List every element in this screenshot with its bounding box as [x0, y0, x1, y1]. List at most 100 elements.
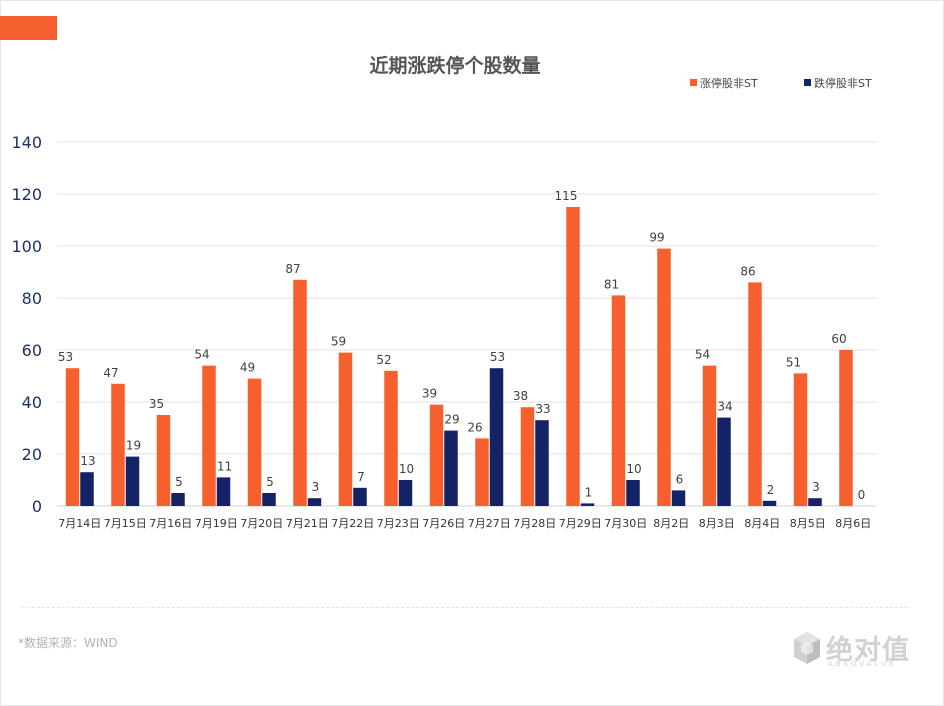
bar-limit-down-0: [80, 472, 94, 506]
bar-limit-up-13: [657, 248, 671, 506]
y-tick-label: 140: [11, 133, 42, 152]
data-source: *数据来源：WIND: [18, 636, 118, 650]
bar-limit-down-8: [444, 430, 458, 506]
data-label: 53: [490, 350, 505, 364]
bar-limit-down-15: [762, 500, 777, 506]
cube-logo-icon: [794, 632, 820, 664]
bar-limit-down-6: [353, 487, 367, 506]
bar-limit-down-4: [262, 493, 276, 506]
data-label: 54: [194, 348, 209, 362]
bar-limit-up-14: [702, 365, 717, 506]
bar-limit-up-3: [202, 365, 216, 506]
bar-limit-up-8: [429, 404, 444, 506]
brand-logo: 绝对值 ABSOVALUE: [792, 628, 912, 672]
x-tick-label: 7月22日: [331, 517, 374, 530]
data-label: 115: [555, 189, 578, 203]
bar-limit-up-10: [520, 407, 535, 506]
x-tick-label: 7月15日: [104, 517, 147, 530]
data-label: 6: [676, 472, 684, 486]
legend-swatch: [690, 79, 697, 86]
data-label: 51: [786, 355, 801, 369]
bar-limit-down-3: [216, 477, 231, 506]
data-label: 33: [535, 402, 550, 416]
data-labels: 5313471935554114958735975210392926533833…: [58, 189, 865, 502]
x-tick-label: 8月5日: [790, 517, 826, 530]
data-label: 26: [467, 420, 482, 434]
legend-label: 涨停股非ST: [700, 76, 758, 90]
y-tick-label: 80: [22, 289, 42, 308]
y-tick-label: 60: [22, 341, 42, 360]
data-label: 19: [126, 439, 141, 453]
bar-limit-up-17: [839, 350, 853, 506]
grid: [57, 141, 876, 507]
x-tick-label: 8月2日: [653, 517, 689, 530]
data-label: 49: [240, 361, 255, 375]
x-tick-label: 7月14日: [58, 517, 101, 530]
bar-limit-up-0: [65, 368, 80, 506]
x-tick-label: 7月16日: [149, 517, 192, 530]
data-label: 35: [149, 397, 164, 411]
bar-limit-down-2: [171, 493, 185, 506]
y-tick-label: 20: [22, 445, 42, 464]
legend: 涨停股非ST 跌停股非ST: [690, 76, 872, 90]
legend-swatch: [804, 79, 811, 86]
data-label: 86: [740, 264, 755, 278]
x-tick-label: 7月20日: [240, 517, 283, 530]
logo-text: 绝对值: [826, 635, 910, 666]
y-tick-label: 40: [22, 393, 42, 412]
data-label: 2: [767, 483, 775, 497]
data-label: 87: [285, 262, 300, 276]
bar-limit-down-9: [489, 368, 504, 506]
x-tick-label: 8月3日: [699, 517, 735, 530]
x-tick-label: 7月30日: [604, 517, 647, 530]
footer-divider: [22, 607, 908, 608]
accent-bar: [0, 16, 57, 40]
x-tick-label: 7月28日: [513, 517, 556, 530]
bar-limit-down-12: [626, 480, 640, 506]
bar-limit-up-11: [566, 207, 580, 506]
data-label: 13: [80, 454, 95, 468]
bar-limit-up-15: [748, 282, 762, 506]
chart-title: 近期涨跌停个股数量: [369, 54, 540, 77]
bar-limit-up-5: [293, 279, 307, 506]
data-label: 47: [103, 366, 118, 380]
data-label: 7: [357, 470, 365, 484]
data-label: 5: [266, 475, 274, 489]
x-tick-label: 7月29日: [559, 517, 602, 530]
x-tick-label: 8月4日: [744, 517, 780, 530]
x-tick-label: 7月19日: [195, 517, 238, 530]
bars: [65, 207, 853, 506]
bar-limit-down-1: [125, 456, 140, 506]
bar-limit-down-16: [808, 498, 822, 506]
bar-limit-down-5: [307, 498, 322, 506]
data-label: 39: [422, 387, 437, 401]
data-label: 52: [376, 353, 391, 367]
logo-subtext: ABSOVALUE: [828, 660, 897, 668]
data-label: 60: [831, 332, 846, 346]
data-label: 53: [58, 350, 73, 364]
bar-limit-up-6: [338, 352, 353, 506]
x-axis: 7月14日 7月15日 7月16日 7月19日 7月20日 7月21日 7月22日 7月23日…: [58, 517, 871, 530]
bar-limit-up-16: [793, 373, 808, 506]
bar-limit-up-12: [611, 295, 626, 506]
data-label: 29: [444, 413, 459, 427]
bar-limit-up-9: [475, 438, 489, 506]
data-label: 1: [585, 485, 593, 499]
y-tick-label: 120: [11, 185, 42, 204]
x-tick-label: 8月6日: [835, 517, 871, 530]
y-tick-label: 100: [11, 237, 42, 256]
data-label: 34: [717, 400, 732, 414]
bar-limit-up-1: [111, 383, 125, 506]
data-label: 11: [217, 459, 232, 473]
legend-label: 跌停股非ST: [814, 76, 872, 90]
bar-limit-up-7: [384, 370, 398, 506]
data-label: 54: [695, 348, 710, 362]
data-label: 3: [812, 480, 820, 494]
data-label: 10: [399, 462, 414, 476]
bar-limit-down-14: [717, 417, 731, 506]
data-label: 38: [513, 389, 528, 403]
x-tick-label: 7月26日: [422, 517, 465, 530]
data-label: 99: [649, 231, 664, 245]
x-tick-label: 7月27日: [468, 517, 511, 530]
